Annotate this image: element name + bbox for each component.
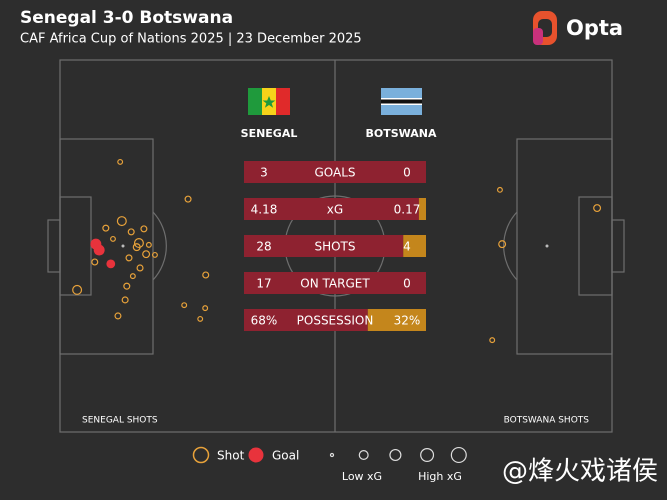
shot [136,264,144,272]
legend: Shot Goal Low xG High xG [192,446,467,483]
legend-size [329,452,335,458]
goal [106,259,116,269]
shot [102,224,110,232]
shot [125,254,133,262]
away-value: 4 [403,240,411,254]
stat-label: xG [327,203,343,217]
legend-size [450,446,467,464]
legend-label: High xG [418,470,462,483]
legend-label: Shot [217,449,245,463]
shot [202,305,209,312]
legend-size [420,448,435,462]
watermark: @烽火戏诸侯 [502,457,658,487]
shot [110,235,116,242]
shot [117,158,124,165]
away-bar [403,235,426,257]
opta-logo: Opta [533,11,623,45]
shot [72,284,83,295]
away-value: 0 [403,166,411,180]
stat-label: POSSESSION [297,314,374,328]
home-bar [244,161,426,183]
home-value: 68% [251,314,278,328]
legend-goal-symbol [248,447,264,463]
shot [593,204,602,213]
away-value: 0 [403,277,411,291]
home-bar [244,198,419,220]
shot [142,250,151,259]
shot [184,195,192,203]
senegal-flag [248,88,290,115]
shots-label: SENEGAL SHOTS [82,416,158,426]
home-value: 3 [260,166,268,180]
home-value: 4.18 [251,203,278,217]
legend-size [389,448,402,462]
shot [181,302,188,309]
stat-label: SHOTS [314,240,355,254]
shot [114,312,122,320]
shot [123,282,131,290]
shots-label: BOTSWANA SHOTS [504,416,590,426]
home-bar [244,272,426,294]
shot [202,271,210,279]
shot [496,186,503,193]
team-name: SENEGAL [241,127,298,140]
shot [489,337,496,344]
home-value: 28 [256,240,271,254]
stats: 3 GOALS 0 4.18 xG 0.17 28 SHOTS 4 17 ON TARGET 0 68%… [244,161,426,331]
shot [133,238,144,249]
home-value: 17 [256,277,271,291]
shot [151,251,158,258]
brand: Opta [566,16,623,40]
away-value: 0.17 [394,203,421,217]
shot [127,228,135,236]
goal [93,244,105,256]
shot [145,241,152,248]
shot [197,315,204,322]
shot [132,243,141,252]
shot-map [72,158,602,344]
legend-label: Goal [272,449,299,463]
shot [140,225,148,233]
away-value: 32% [394,314,421,328]
stat-label: GOALS [314,166,355,180]
botswana-flag [381,88,422,115]
shot [129,273,136,280]
away-bar [367,309,426,331]
shot [498,240,507,249]
legend-size [358,450,369,461]
legend-shot-symbol [192,446,210,464]
legend-label: Low xG [342,470,382,483]
team-name: BOTSWANA [365,127,437,140]
stat-label: ON TARGET [300,277,370,291]
home-bar [244,235,404,257]
shot [121,296,129,304]
shot [91,258,99,266]
subtitle: CAF Africa Cup of Nations 2025 | 23 Dece… [20,32,362,47]
home-bar [244,309,368,331]
shot [116,216,127,227]
away-bar [418,198,426,220]
title: Senegal 3-0 Botswana [20,8,233,28]
